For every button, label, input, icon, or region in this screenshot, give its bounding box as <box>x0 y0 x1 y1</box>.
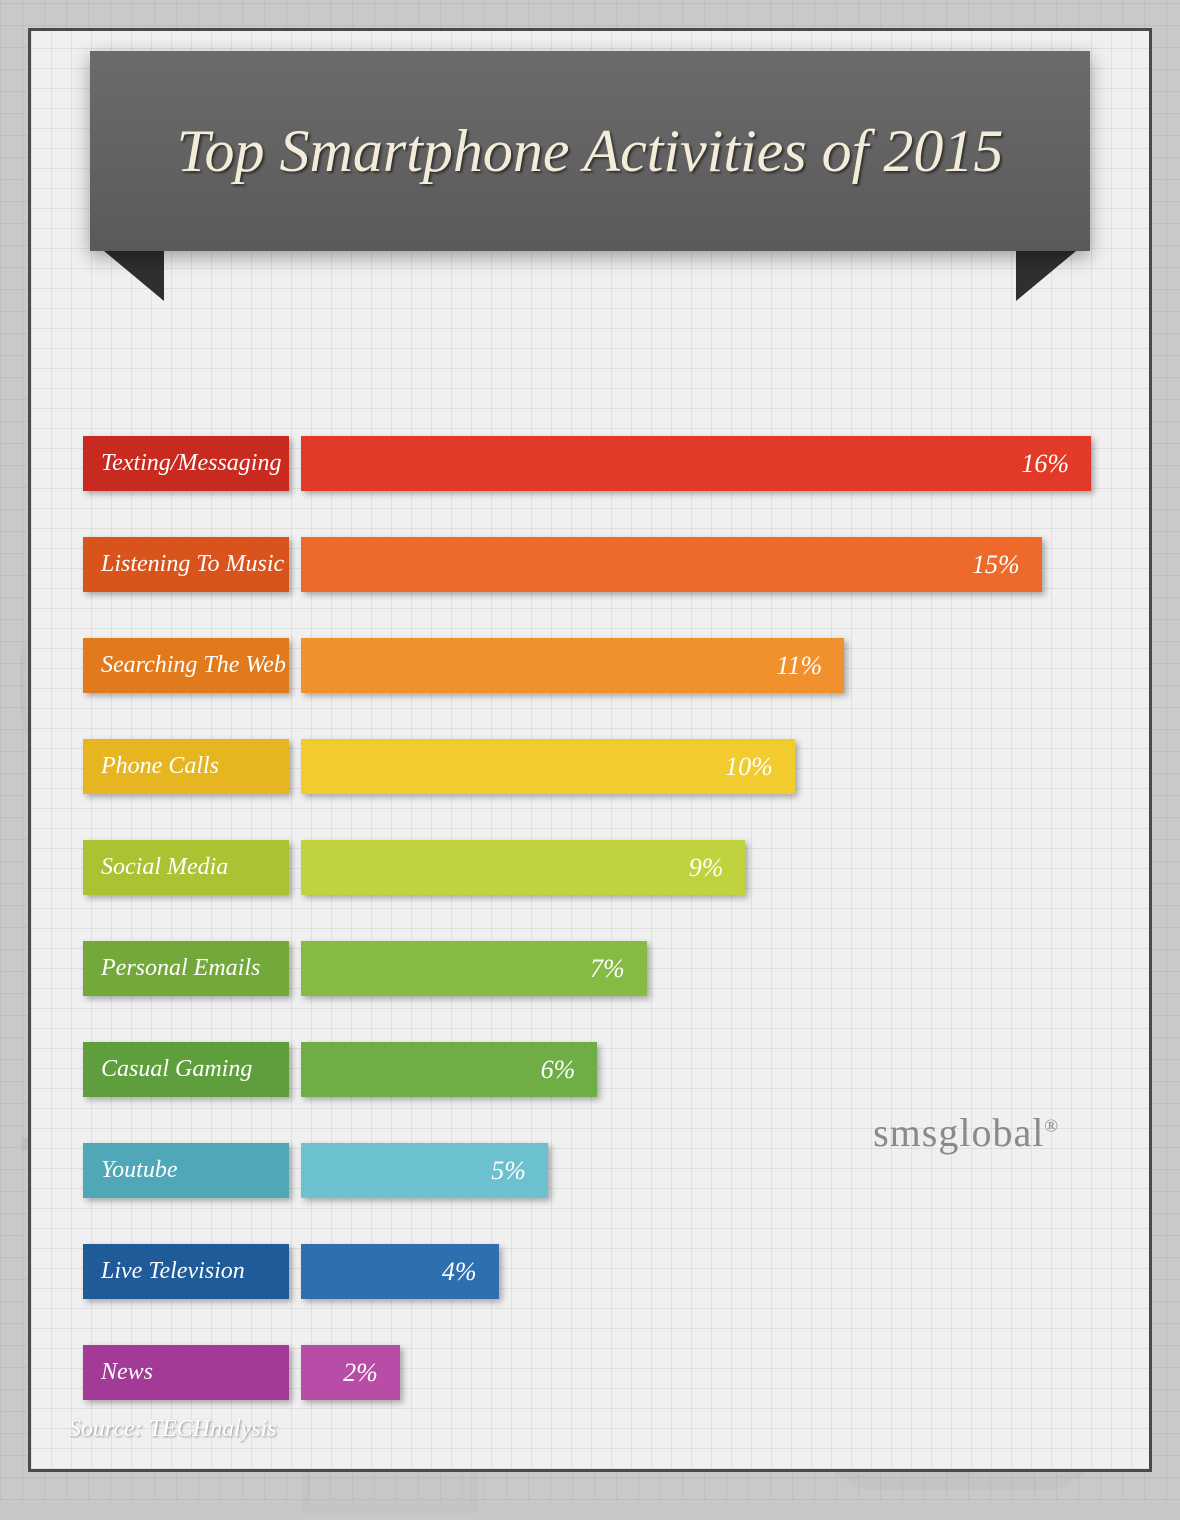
chart-row: Casual Gaming6% <box>83 1042 1097 1097</box>
bar-label: Listening To Music <box>83 537 289 592</box>
bar-value: 6% <box>301 1042 597 1097</box>
banner-body: Top Smartphone Activities of 2015 <box>90 51 1090 251</box>
bar-value: 4% <box>301 1244 499 1299</box>
bar-label: Social Media <box>83 840 289 895</box>
chart-row: Texting/Messaging16% <box>83 436 1097 491</box>
outer-frame: Top Smartphone Activities of 2015 Textin… <box>28 28 1152 1472</box>
bar-label: News <box>83 1345 289 1400</box>
chart-row: Phone Calls10% <box>83 739 1097 794</box>
bar-value: 2% <box>301 1345 400 1400</box>
page-title: Top Smartphone Activities of 2015 <box>177 115 1004 187</box>
chart-row: Listening To Music15% <box>83 537 1097 592</box>
title-banner: Top Smartphone Activities of 2015 <box>90 51 1090 251</box>
bar-value: 11% <box>301 638 844 693</box>
bar-label: Casual Gaming <box>83 1042 289 1097</box>
chart-row: Personal Emails7% <box>83 941 1097 996</box>
bar-label: Live Television <box>83 1244 289 1299</box>
chart-row: Live Television4% <box>83 1244 1097 1299</box>
bar-value: 7% <box>301 941 647 996</box>
banner-tail-right <box>1016 251 1076 301</box>
bar-label: Youtube <box>83 1143 289 1198</box>
chart-row: Searching The Web11% <box>83 638 1097 693</box>
bar-value: 9% <box>301 840 745 895</box>
bar-label: Texting/Messaging <box>83 436 289 491</box>
bar-value: 15% <box>301 537 1042 592</box>
chart-row: Social Media9% <box>83 840 1097 895</box>
bar-value: 10% <box>301 739 795 794</box>
bar-label: Phone Calls <box>83 739 289 794</box>
banner-tail-left <box>104 251 164 301</box>
chart-row: News2% <box>83 1345 1097 1400</box>
brand-watermark: smsglobal® <box>873 1109 1059 1156</box>
source-text: Source: TECHnalysis <box>69 1416 277 1443</box>
bar-label: Personal Emails <box>83 941 289 996</box>
bar-value: 16% <box>301 436 1091 491</box>
bar-chart: Texting/Messaging16%Listening To Music15… <box>83 436 1097 1446</box>
bar-label: Searching The Web <box>83 638 289 693</box>
bar-value: 5% <box>301 1143 548 1198</box>
